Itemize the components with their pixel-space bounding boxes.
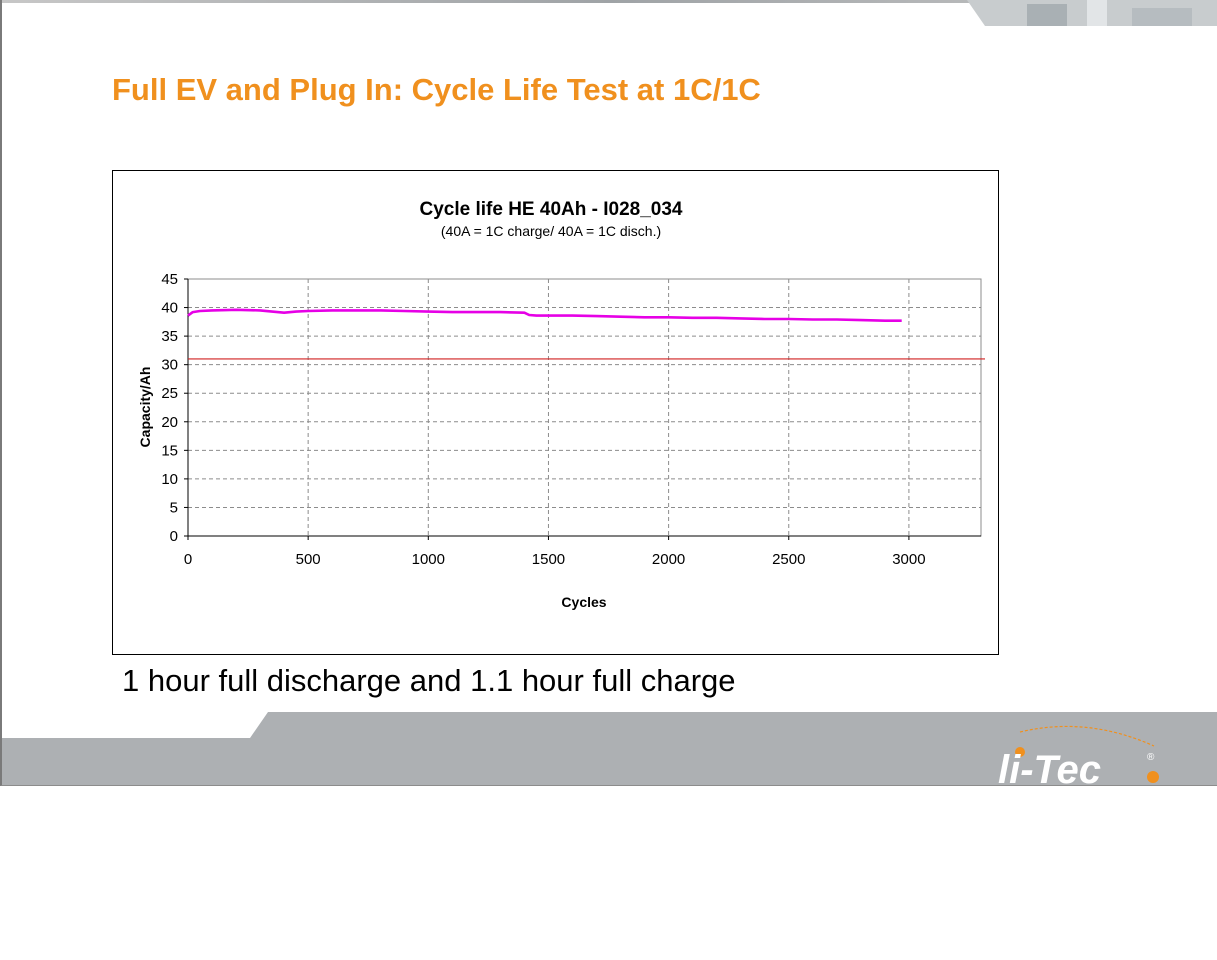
chart-subtitle: (40A = 1C charge/ 40A = 1C disch.) [441, 223, 661, 239]
x-tick-label: 0 [184, 551, 192, 568]
cycle-life-chart: Cycle life HE 40Ah - I028_034 (40A = 1C … [137, 199, 985, 610]
y-tick-label: 35 [161, 328, 178, 345]
chart-frame: Cycle life HE 40Ah - I028_034 (40A = 1C … [112, 170, 999, 655]
test-description: 1 hour full discharge and 1.1 hour full … [122, 663, 736, 698]
x-tick-label: 500 [296, 551, 321, 568]
footer-band [2, 712, 1217, 785]
y-tick-label: 5 [170, 499, 178, 516]
y-axis-label: Capacity/Ah [137, 367, 153, 448]
x-axis-label: Cycles [561, 594, 606, 610]
y-tick-label: 20 [161, 414, 178, 431]
x-tick-label: 1500 [532, 551, 565, 568]
x-tick-label: 1000 [412, 551, 445, 568]
y-tick-label: 40 [161, 300, 178, 317]
y-tick-label: 0 [170, 528, 178, 545]
li-tec-logo: li-Tec ® [998, 725, 1159, 786]
y-tick-label: 25 [161, 385, 178, 402]
x-tick-label: 2500 [772, 551, 805, 568]
header-photo-corner [967, 0, 1217, 26]
series-line-capacity [187, 308, 902, 322]
x-tick-label: 2000 [652, 551, 685, 568]
y-tick-label: 45 [161, 271, 178, 288]
registered-mark: ® [1147, 752, 1155, 763]
slide-title: Full EV and Plug In: Cycle Life Test at … [112, 72, 761, 107]
x-tick-label: 3000 [892, 551, 925, 568]
slide: Full EV and Plug In: Cycle Life Test at … [0, 0, 1217, 786]
plot-area [187, 278, 982, 537]
chart-title: Cycle life HE 40Ah - I028_034 [420, 199, 683, 220]
y-tick-label: 30 [161, 357, 178, 374]
y-tick-label: 15 [161, 442, 178, 459]
logo-text: li-Tec [998, 748, 1101, 786]
y-tick-label: 10 [161, 471, 178, 488]
top-strip [2, 0, 1217, 3]
